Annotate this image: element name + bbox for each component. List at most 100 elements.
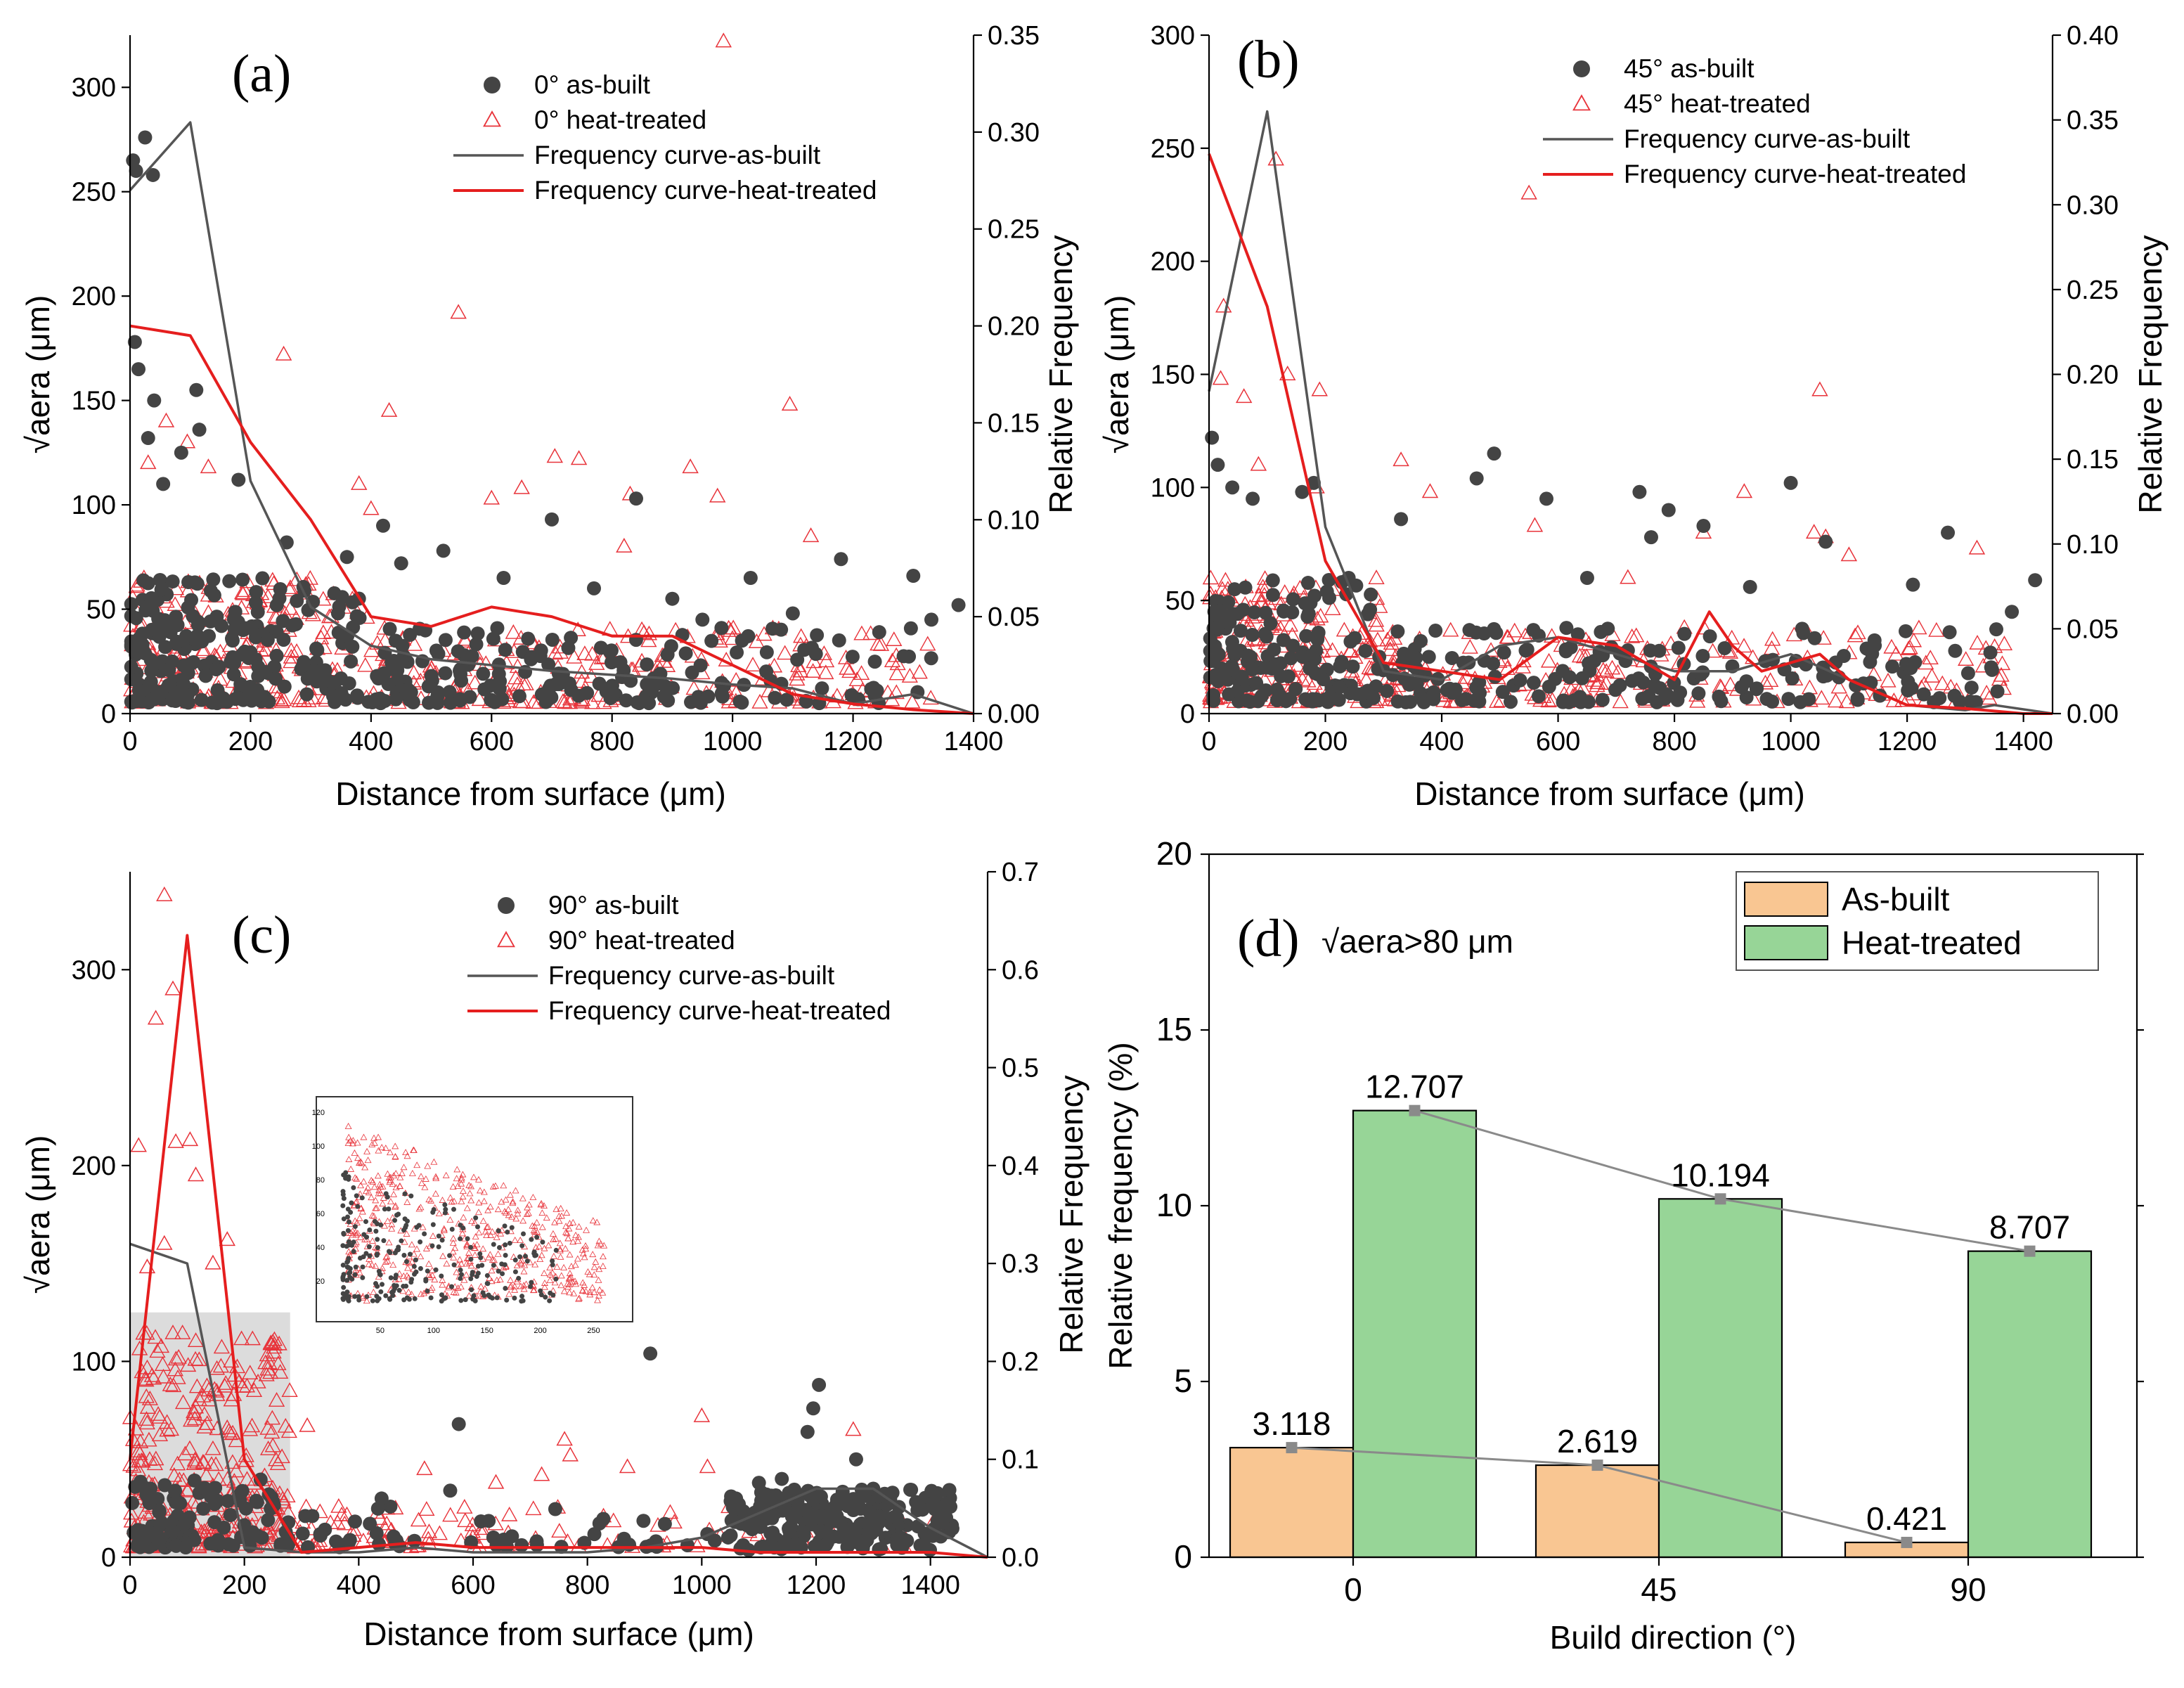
as-built-point: [846, 1503, 861, 1518]
y2-tick-label: 0.35: [2067, 106, 2119, 136]
as-built-point: [942, 1483, 957, 1497]
as-built-point: [344, 654, 358, 669]
inset-heat-treated-point: [514, 1210, 522, 1217]
as-built-point: [1696, 519, 1711, 534]
inset-heat-treated-point: [501, 1208, 508, 1215]
data-label: 8.707: [1989, 1209, 2070, 1246]
inset-heat-treated-point: [509, 1198, 517, 1205]
as-built-point: [1739, 674, 1754, 689]
heat-treated-point: [281, 1382, 298, 1397]
inset-heat-treated-point: [392, 1170, 400, 1176]
heat-treated-point: [1589, 677, 1605, 692]
heat-treated-point: [288, 643, 305, 658]
inset-as-built-point: [491, 1263, 496, 1268]
inset-as-built-point: [413, 1269, 419, 1275]
inset-heat-treated-point: [506, 1191, 514, 1198]
as-built-point: [144, 591, 159, 606]
inset-heat-treated-point: [452, 1289, 460, 1296]
bar-heat-treated-45: [1658, 1198, 1783, 1559]
as-built-point: [1653, 681, 1667, 695]
heat-treated-point: [1442, 621, 1459, 637]
y2-tick-label: 0.1: [1002, 1445, 1039, 1475]
heat-treated-point: [793, 628, 810, 643]
heat-treated-point: [207, 1456, 224, 1471]
inset-as-built-point: [352, 1272, 358, 1277]
as-built-point: [221, 1493, 235, 1508]
heat-treated-point: [200, 458, 217, 474]
legend-swatch-heat-treated: [1744, 925, 1828, 960]
as-built-point: [166, 1523, 181, 1538]
legend-curve-as-built-label: Frequency curve-as-built: [1624, 124, 1911, 153]
inset-heat-treated-point: [387, 1198, 394, 1205]
inset-as-built-point: [375, 1221, 380, 1227]
heat-treated-point: [576, 645, 593, 660]
inset-heat-treated-point: [368, 1237, 376, 1244]
heat-treated-point: [1762, 672, 1779, 688]
as-built-point: [1695, 649, 1710, 664]
inset-heat-treated-point: [354, 1230, 361, 1237]
as-built-point: [155, 1516, 169, 1531]
x-tick-label: 600: [470, 727, 514, 756]
inset-heat-treated-point: [558, 1212, 565, 1219]
heat-treated-point: [1968, 539, 1986, 555]
x-tick-label: 0: [1201, 727, 1216, 756]
as-built-point: [1795, 621, 1809, 636]
as-built-point: [350, 688, 365, 703]
as-built-point: [369, 1526, 384, 1540]
inset-as-built-point: [345, 1258, 351, 1264]
inset-as-built-point: [386, 1206, 392, 1212]
as-built-point: [1916, 687, 1931, 702]
heat-treated-point: [179, 1481, 196, 1497]
inset-heat-treated-point: [483, 1223, 491, 1230]
as-built-point: [1904, 681, 1919, 695]
heat-treated-point: [501, 1506, 518, 1521]
inset-as-built-point: [520, 1298, 526, 1303]
inset-as-built-point: [378, 1289, 384, 1294]
heat-treated-point: [186, 1403, 202, 1419]
heat-treated-point: [138, 1411, 155, 1426]
heat-treated-point: [241, 1421, 259, 1436]
inset-as-built-point: [375, 1245, 380, 1251]
heat-treated-point: [467, 674, 484, 690]
as-built-point: [1526, 676, 1541, 690]
inset-as-built-point: [370, 1298, 375, 1303]
inset-heat-treated-point: [565, 1275, 573, 1282]
as-built-point: [1233, 624, 1248, 638]
inset-heat-treated-point: [475, 1199, 483, 1206]
inset-heat-treated-point: [376, 1180, 384, 1187]
as-built-point: [1473, 685, 1487, 700]
inset-as-built-point: [473, 1215, 479, 1220]
legend-curve-heat-treated-label: Frequency curve-heat-treated: [534, 176, 877, 205]
y-tick-label: 5: [1174, 1362, 1192, 1399]
as-built-point: [806, 1492, 820, 1507]
inset-heat-treated-point: [512, 1215, 520, 1222]
inset-as-built-point: [507, 1240, 512, 1246]
inset-heat-treated-point: [417, 1204, 425, 1211]
x-tick-label: 600: [1536, 727, 1580, 756]
as-built-point: [389, 692, 403, 707]
as-built-point: [231, 472, 246, 487]
heat-treated-point: [184, 1494, 202, 1509]
inset-heat-treated-point: [460, 1276, 468, 1283]
inset-as-built-point: [478, 1255, 484, 1261]
inset-heat-treated-point: [572, 1232, 580, 1238]
as-built-point: [917, 1526, 932, 1541]
y2-tick-label: 0.25: [988, 215, 1040, 245]
as-built-point: [125, 1495, 140, 1510]
inset-heat-treated-point: [523, 1210, 531, 1217]
as-built-point: [443, 1483, 458, 1498]
inset-heat-treated-point: [431, 1276, 439, 1283]
as-built-point: [759, 645, 774, 659]
as-built-point: [1279, 694, 1293, 709]
inset-heat-treated-point: [511, 1282, 519, 1289]
inset-heat-treated-point: [479, 1217, 487, 1224]
inset-heat-treated-point: [505, 1206, 512, 1213]
heat-treated-point: [872, 636, 890, 651]
as-built-point: [1601, 621, 1615, 636]
heat-treated-point: [167, 1351, 185, 1366]
as-built-point: [203, 584, 218, 598]
inset-heat-treated-point: [487, 1232, 494, 1238]
as-built-point: [249, 585, 264, 600]
as-built-point: [328, 1534, 343, 1549]
as-built-point: [206, 572, 221, 587]
